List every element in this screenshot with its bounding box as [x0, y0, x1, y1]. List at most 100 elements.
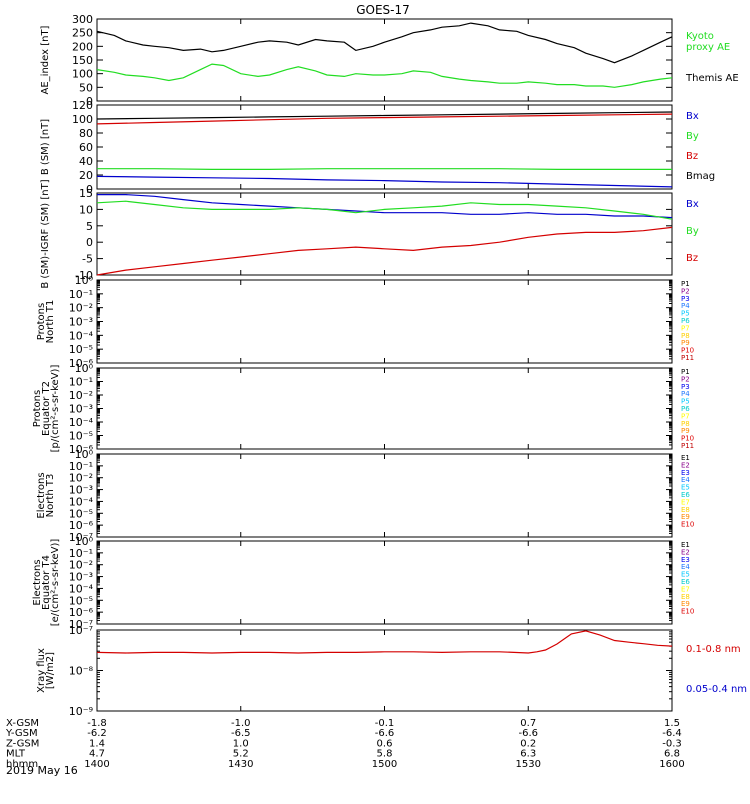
- y-axis-label: AE_index [nT]: [40, 25, 51, 94]
- y-tick-label: 10⁻⁴: [69, 329, 94, 342]
- legend-e8: E8: [681, 506, 690, 514]
- y-tick-label: 120: [72, 99, 93, 112]
- legend-e5: E5: [681, 484, 690, 492]
- legend-kyoto: Kyoto: [686, 31, 714, 42]
- legend-p2: P2: [681, 287, 690, 295]
- y-tick-label: 0: [86, 95, 93, 108]
- y-axis-label: B (SM)-IGRF (SM) [nT]: [40, 179, 51, 288]
- legend-p1: P1: [681, 368, 690, 376]
- x-axis-value: -6.6: [375, 728, 395, 739]
- y-tick-label: 10⁻¹: [69, 288, 93, 301]
- legend-bz: Bz: [686, 253, 698, 264]
- y-tick-label: 10⁻³: [69, 316, 93, 329]
- x-axis-value: 1.4: [89, 738, 105, 749]
- panel-xray: Xray flux[W/m2] 10⁻⁷ 10⁻⁸ 10⁻⁹ 0.1-0.8 nm 0.0…: [36, 624, 747, 718]
- panel-frame: [96, 18, 673, 102]
- x-axis-value: 1530: [516, 759, 541, 770]
- x-axis-value: 5.8: [377, 749, 393, 760]
- y-tick-label: 10⁻⁴: [69, 582, 94, 595]
- y-axis-label: [p/(cm²-s-sr-keV)]: [50, 365, 61, 453]
- legend-p9: P9: [681, 339, 690, 347]
- x-axis-value: 5.2: [233, 749, 249, 760]
- y-tick-label: 10⁻⁵: [69, 594, 93, 607]
- legend-e9: E9: [681, 513, 690, 521]
- y-axis-label: Protons: [36, 303, 47, 340]
- legend-e10: E10: [681, 608, 694, 616]
- y-tick-label: 10⁻¹: [69, 547, 93, 560]
- x-axis-value: 1600: [659, 759, 684, 770]
- x-axis-row-label: X-GSM: [6, 718, 39, 729]
- legend-p5: P5: [681, 310, 690, 318]
- y-tick-label: 10⁻²: [69, 389, 93, 402]
- y-tick-label: 10⁻⁴: [69, 495, 94, 508]
- series-line-bmag: [96, 111, 673, 120]
- legend-xray-long: 0.1-0.8 nm: [686, 644, 741, 655]
- legend-p7: P7: [681, 412, 690, 420]
- legend-e4: E4: [681, 563, 690, 571]
- x-axis-value: 6.8: [664, 749, 680, 760]
- y-tick-label: 10⁰: [75, 274, 94, 287]
- x-axis-value: -6.6: [518, 728, 538, 739]
- legend-e2: E2: [681, 548, 690, 556]
- legend-p11: P11: [681, 354, 694, 362]
- series-line-kyoto-proxy-ae: [96, 63, 673, 88]
- x-axis-value: 0.7: [520, 718, 536, 729]
- series-line-themis-ae: [96, 22, 673, 64]
- y-tick-label: 10⁰: [75, 535, 94, 548]
- y-tick-label: 10⁻³: [69, 484, 93, 497]
- legend-xray-short: 0.05-0.4 nm: [686, 684, 747, 695]
- legend-e3: E3: [681, 556, 690, 564]
- x-axis-value: -1.8: [87, 718, 107, 729]
- legend-kyoto-2: proxy AE: [686, 42, 730, 53]
- x-axis-value: 1400: [84, 759, 109, 770]
- x-axis-value: 1.5: [664, 718, 680, 729]
- y-tick-label: 10⁻²: [69, 559, 93, 572]
- series-line-bx: [96, 175, 673, 188]
- plot-title: GOES-17: [356, 3, 410, 17]
- y-axis-label: B (SM) [nT]: [40, 119, 51, 175]
- y-tick-label: 10: [79, 203, 93, 216]
- legend-bx: Bx: [686, 111, 699, 122]
- y-tick-label: 10⁻⁶: [69, 519, 94, 532]
- legend-p4: P4: [681, 390, 690, 398]
- panels: AE_index [nT]050100150200250300Kyotoprox…: [32, 13, 747, 718]
- legend-by: By: [686, 226, 699, 237]
- y-tick-label: 10⁻³: [69, 571, 93, 584]
- x-axis-value: -6.2: [87, 728, 107, 739]
- y-tick-label: 100: [72, 68, 93, 81]
- legend-e6: E6: [681, 491, 690, 499]
- y-tick-label: 10⁻⁶: [69, 606, 94, 619]
- y-axis-label: Xray flux: [36, 648, 47, 693]
- legend-bz: Bz: [686, 151, 698, 162]
- x-axis-value: 1430: [228, 759, 253, 770]
- x-axis-value: 1.0: [233, 738, 249, 749]
- date-label: 2019 May 16: [6, 764, 78, 777]
- y-axis-label: North T1: [45, 300, 56, 344]
- legend-p1: P1: [681, 280, 690, 288]
- y-tick-label: 100: [72, 113, 93, 126]
- legend-e7: E7: [681, 585, 690, 593]
- series-line-0-1-0-8-nm: [96, 630, 673, 654]
- legend-p11: P11: [681, 442, 694, 450]
- panel-frame: [96, 367, 673, 450]
- legend-bx: Bx: [686, 199, 699, 210]
- panel-frame: [96, 192, 673, 276]
- y-tick-label: 80: [79, 127, 93, 140]
- y-tick-label: 10⁻⁷: [69, 531, 93, 544]
- x-axis-value: 1500: [372, 759, 397, 770]
- y-tick-label: 60: [79, 141, 93, 154]
- y-tick-label: 10⁻⁵: [69, 343, 93, 356]
- legend-p7: P7: [681, 324, 690, 332]
- series-line-bz: [96, 113, 673, 125]
- legend-e9: E9: [681, 600, 690, 608]
- panel-frame: [96, 629, 673, 712]
- legend-p8: P8: [681, 332, 690, 340]
- y-tick-label: 15: [79, 187, 93, 200]
- legend-p10: P10: [681, 435, 694, 443]
- legend-e5: E5: [681, 571, 690, 579]
- y-tick-label: -10: [75, 269, 93, 282]
- y-tick-label: 0: [86, 183, 93, 196]
- x-axis-value: -0.3: [662, 738, 682, 749]
